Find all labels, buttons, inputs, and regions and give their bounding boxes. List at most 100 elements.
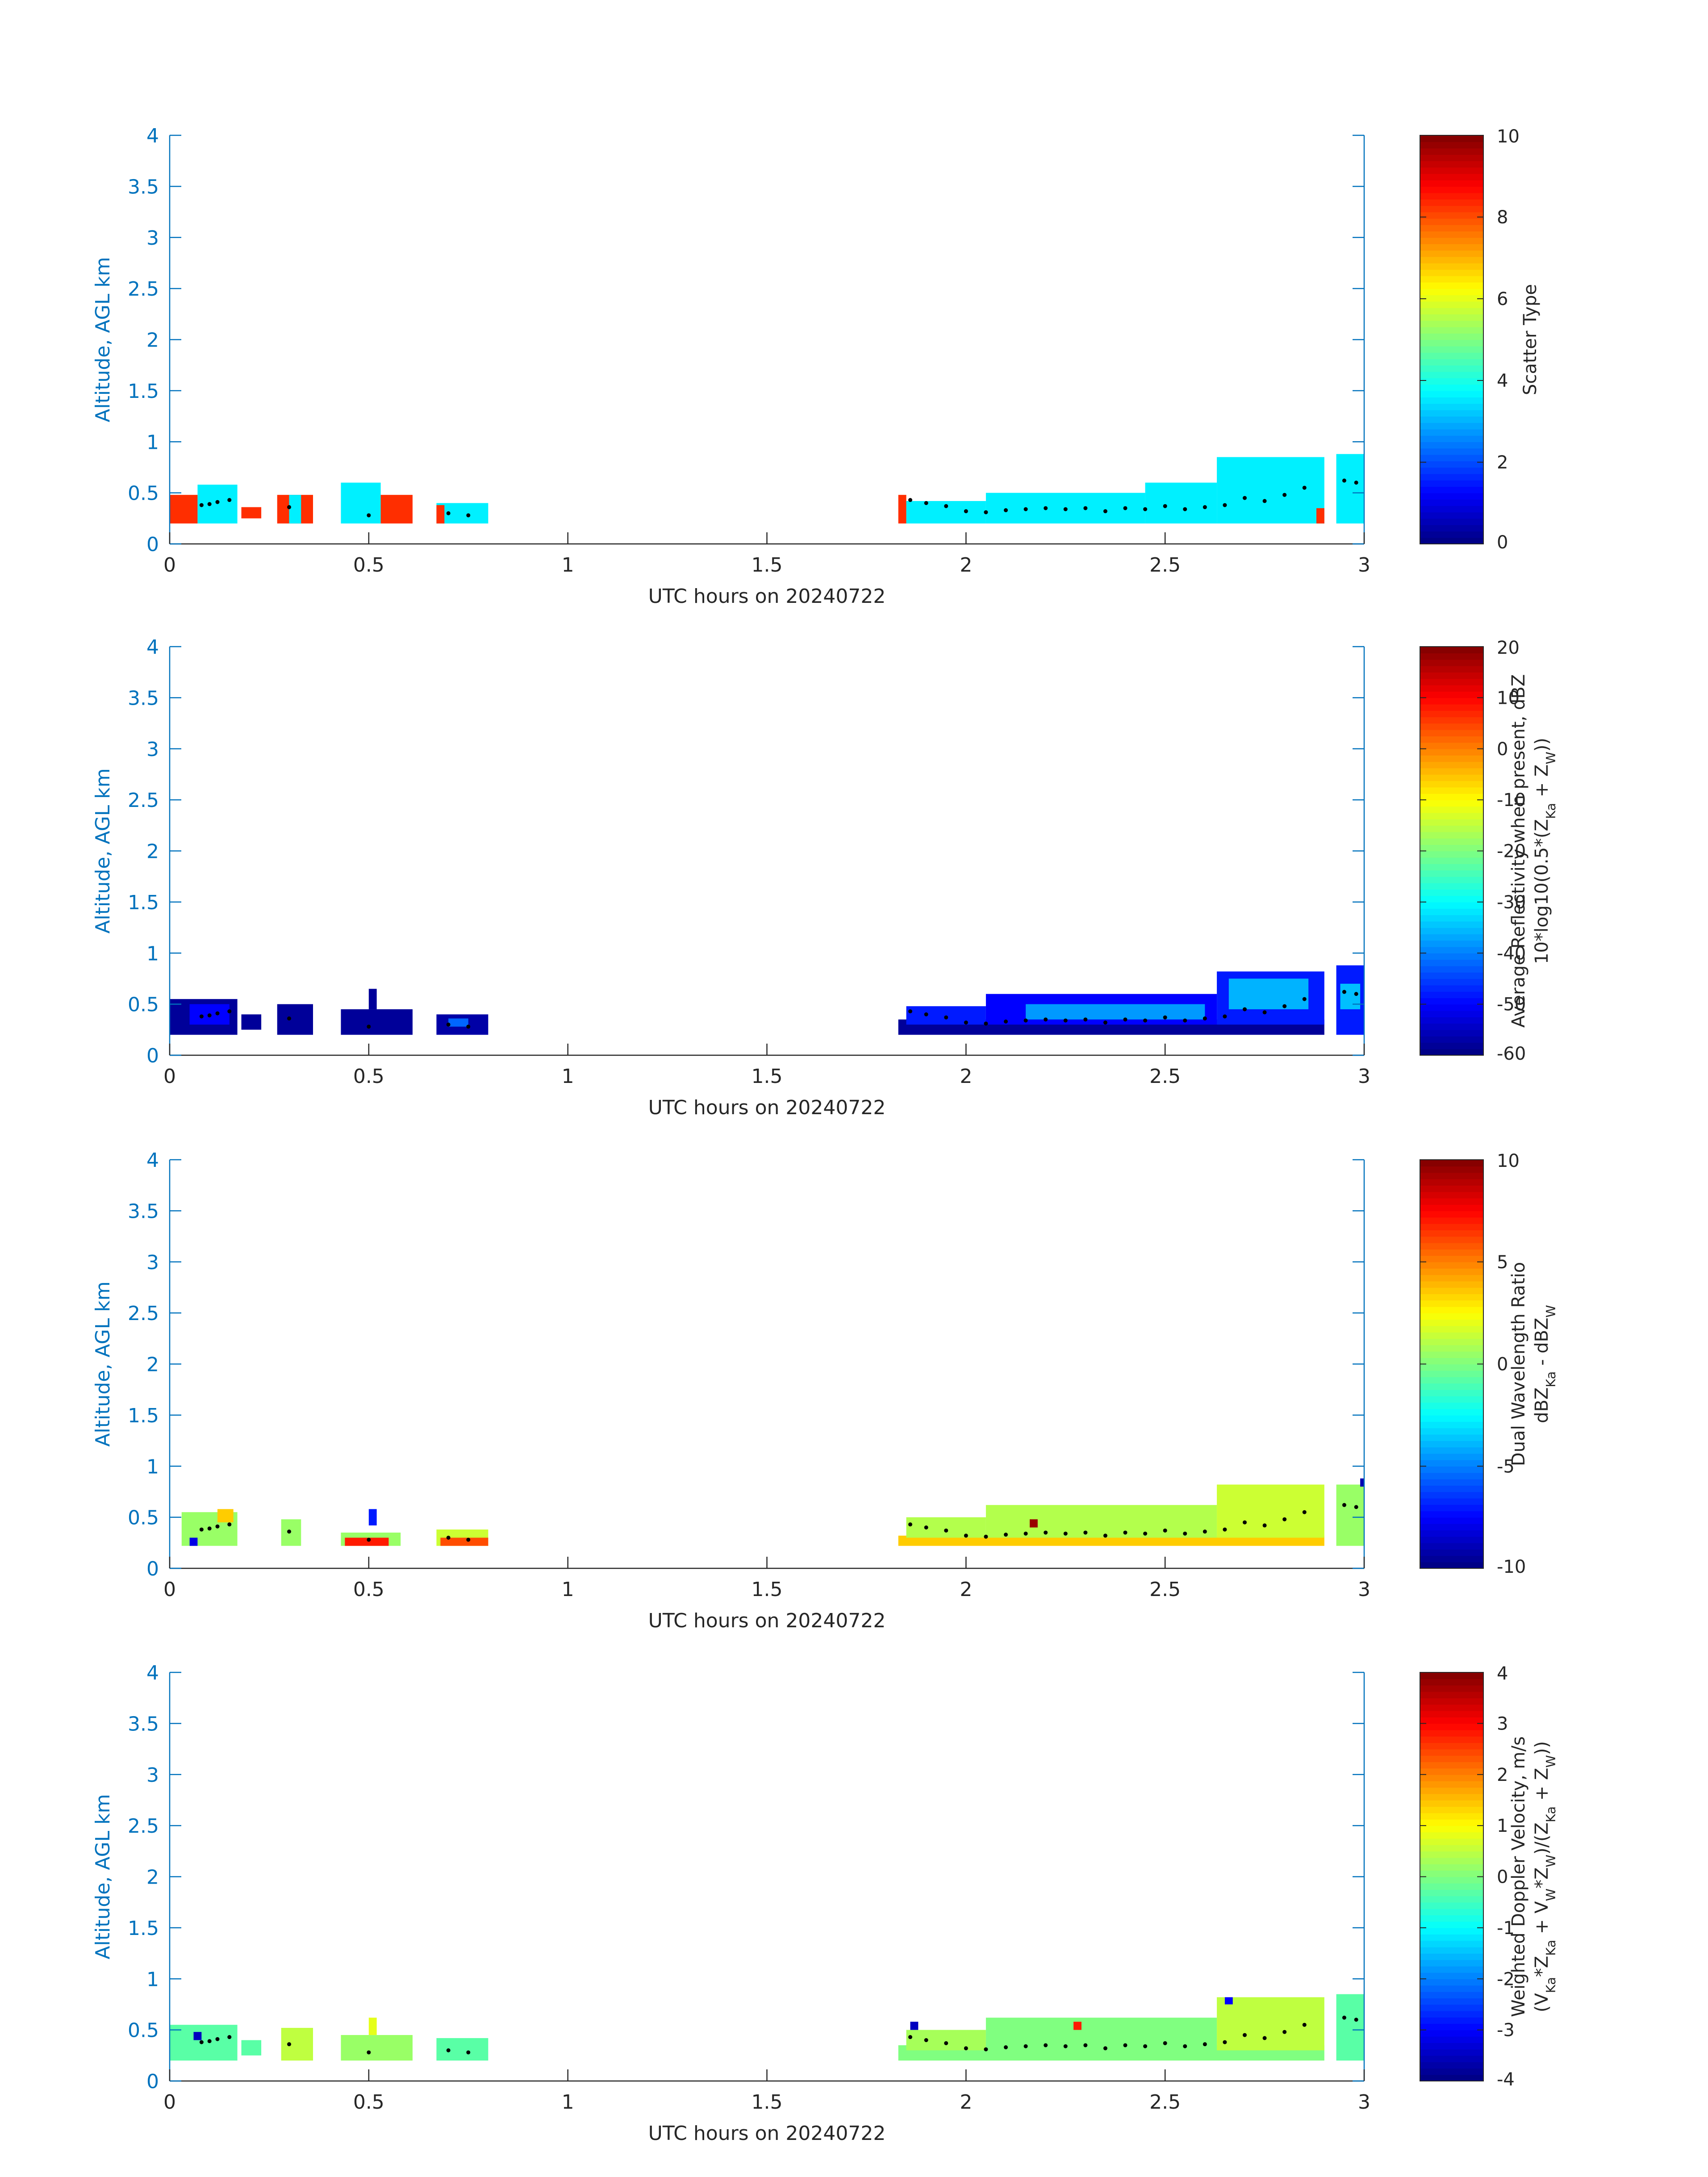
y-tick-label: 0 [146,1045,159,1067]
y-tick-label: 1 [146,942,159,965]
colorbar-band [1420,1294,1483,1301]
colorbar-band [1420,256,1483,263]
cloud-base-dot [944,1015,948,1020]
colorbar-frame [1420,135,1484,544]
colorbar-band [1420,480,1483,487]
colorbar-band [1420,499,1483,506]
y-tick-label: 1 [146,1455,159,1478]
colorbar-band [1420,1710,1483,1717]
colorbar-band [1420,1223,1483,1231]
colorbar-band [1420,965,1483,973]
cloud-base-dot [1282,493,1287,497]
cloud-base-dot [1083,2043,1088,2047]
colorbar-band [1420,237,1483,244]
cloud-base-dot [924,1012,928,1016]
colorbar-band [1420,761,1483,769]
cloud-base-dot [1302,2022,1307,2027]
colorbar-band [1420,192,1483,200]
cloud-base-dot [367,513,371,518]
cloud-base-dot [1044,1530,1048,1535]
colorbar-label: (VKa*ZKa + VW*ZW)/(ZKa + ZW)) [1532,1741,1558,2012]
colorbar-label: Scatter Type [1520,284,1541,395]
panel-4: 0 0.5 1 1.5 2 2.5 3 3.5 4 0 0.5 1 1.5 2 2.5 3 UTC hours … [92,1662,1558,2145]
cloud-base-dot [1262,2036,1267,2040]
colorbar-band [1420,1717,1483,1724]
colorbar-band [1420,365,1483,372]
colorbar-band [1420,1332,1483,1339]
cloud-base-dot [1004,1533,1008,1537]
y-tick-label: 1.5 [128,891,159,914]
colorbar-band [1420,1953,1483,1960]
colorbar-band [1420,1345,1483,1352]
colorbar-band [1420,2023,1483,2031]
colorbar-band [1420,1049,1483,1056]
cloud-base-dot [1063,1018,1068,1023]
x-tick-label: 0.5 [353,1065,384,1088]
y-tick-label: 0 [146,2070,159,2093]
cloud-base-dot [1023,507,1028,511]
cloud-base-dot [1302,997,1307,1001]
colorbar-band [1420,844,1483,852]
colorbar-band [1420,1408,1483,1416]
colorbar-band [1420,1466,1483,1473]
colorbar-band [1420,1698,1483,1705]
colorbar-band [1420,781,1483,788]
cloud-base-dot [446,1022,451,1027]
colorbar-band [1420,1762,1483,1769]
cloud-base-dot [984,1534,988,1539]
data-cell-11 [1217,1997,1324,2051]
colorbar-band [1420,1889,1483,1897]
colorbar-band [1420,1434,1483,1441]
colorbar-band [1420,742,1483,749]
cloud-base-dot [287,1016,291,1021]
y-tick-label: 2.5 [128,789,159,812]
cloud-base-dot [1044,506,1048,510]
x-tick-label: 2 [960,554,972,577]
cloud-base-dot [1282,2030,1287,2034]
colorbar-tick-label: 1 [1497,1816,1508,1836]
colorbar-band [1420,1542,1483,1550]
colorbar-band [1420,1370,1483,1377]
colorbar-band [1420,1781,1483,1788]
cloud-base-dot [1044,1017,1048,1022]
cloud-base-dot [1044,2043,1048,2047]
x-tick-label: 3 [1358,554,1370,577]
colorbar-band [1420,1749,1483,1756]
colorbar-band [1420,454,1483,461]
colorbar-band [1420,1172,1483,1179]
colorbar-band [1420,1793,1483,1801]
panels: 0 0.5 1 1.5 2 2.5 3 3.5 4 0 0.5 1 1.5 2 2.5 3 UTC hours … [92,125,1558,2145]
colorbar-band [1420,467,1483,474]
y-tick-label: 2 [146,1354,159,1376]
data-cell-11 [906,1517,986,1538]
colorbar-band [1420,915,1483,922]
cloud-base-dot [1302,1510,1307,1514]
colorbar-band [1420,972,1483,979]
data-cell-10 [898,495,906,524]
colorbar-band [1420,537,1483,544]
colorbar-band [1420,1704,1483,1711]
y-tick-label: 3 [146,738,159,761]
colorbar-band [1420,659,1483,666]
cloud-base-dot [446,511,451,515]
colorbar-band [1420,371,1483,379]
colorbar-band [1420,422,1483,430]
data-cell-2 [217,1509,234,1523]
colorbar-band [1420,339,1483,347]
colorbar-band [1420,1517,1483,1524]
colorbar-band [1420,1485,1483,1492]
data-cell-7 [380,495,413,524]
colorbar-tick-label: 10 [1497,126,1520,147]
colorbar-band [1420,1883,1483,1890]
colorbar-band [1420,1498,1483,1505]
colorbar-band [1420,1262,1483,1269]
colorbar-band [1420,1313,1483,1320]
colorbar-band [1420,1960,1483,1967]
colorbar-band [1420,1826,1483,1833]
colorbar-band [1420,2004,1483,2011]
cloud-base-dot [1123,2043,1128,2047]
colorbar-tick-label: 4 [1497,371,1508,391]
data-cell-10 [906,1006,986,1025]
colorbar-band [1420,1300,1483,1307]
data-cell-2 [197,485,238,524]
